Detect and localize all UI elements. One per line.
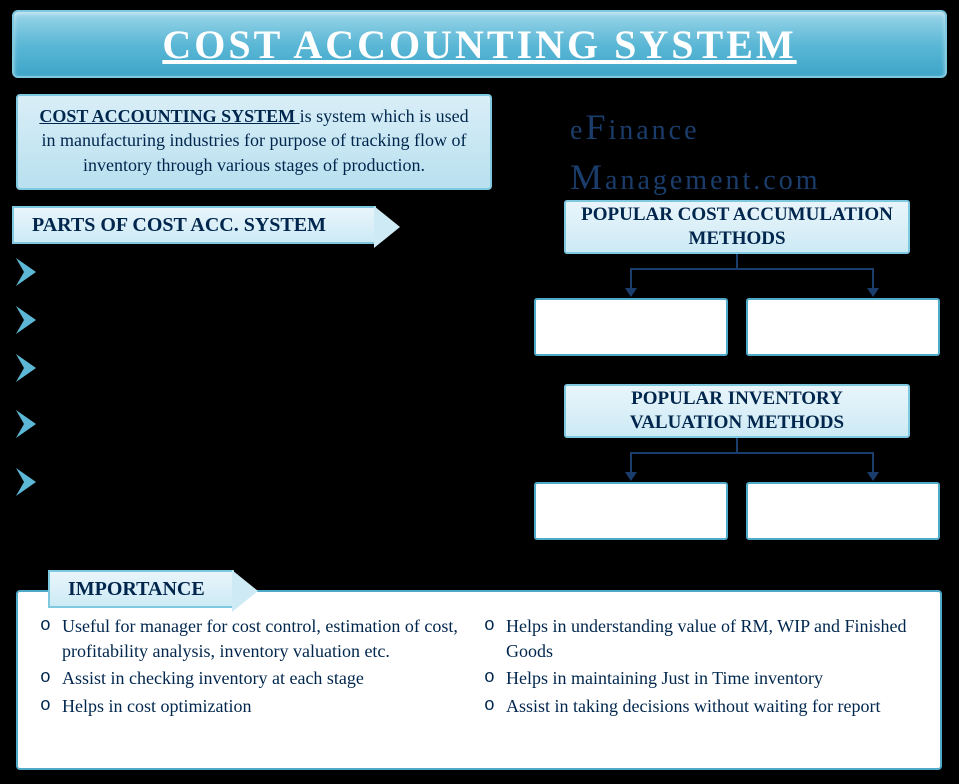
accum-header-text: POPULAR COST ACCUMULATION METHODS <box>576 203 898 251</box>
list-item: Helps in understanding value of RM, WIP … <box>484 614 918 664</box>
chevron-icon <box>16 410 36 438</box>
chevron-icon <box>16 306 36 334</box>
connector-line <box>630 268 874 270</box>
brand-l1-rest: inance <box>608 115 699 146</box>
importance-header: IMPORTANCE <box>48 570 234 608</box>
description-box: COST ACCOUNTING SYSTEM is system which i… <box>16 94 492 190</box>
valuation-header-text: POPULAR INVENTORY VALUATION METHODS <box>576 387 898 435</box>
page-title: COST ACCOUNTING SYSTEM <box>12 10 947 78</box>
description-lead: COST ACCOUNTING SYSTEM <box>39 106 299 126</box>
connector-line <box>736 438 738 452</box>
accum-box-2 <box>746 298 940 356</box>
list-item: Helps in cost optimization <box>40 694 474 719</box>
arrow-down-icon <box>867 288 879 297</box>
arrow-down-icon <box>625 472 637 481</box>
connector-line <box>872 452 874 474</box>
brand-l1-pre: e <box>570 115 585 146</box>
brand-l2-big: M <box>570 157 605 197</box>
brand-l1-big: F <box>585 107 608 147</box>
list-item: Helps in maintaining Just in Time invent… <box>484 666 918 691</box>
importance-header-text: IMPORTANCE <box>68 578 205 601</box>
importance-col2: Helps in understanding value of RM, WIP … <box>484 614 918 758</box>
connector-line <box>630 452 632 474</box>
list-item: Useful for manager for cost control, est… <box>40 614 474 664</box>
importance-col1: Useful for manager for cost control, est… <box>40 614 474 758</box>
parts-header-text: PARTS OF COST ACC. SYSTEM <box>32 214 326 237</box>
title-text: COST ACCOUNTING SYSTEM <box>162 21 796 68</box>
chevron-icon <box>16 468 36 496</box>
connector-line <box>872 268 874 290</box>
list-item: Assist in taking decisions without waiti… <box>484 694 918 719</box>
connector-line <box>630 268 632 290</box>
accum-header: POPULAR COST ACCUMULATION METHODS <box>564 200 910 254</box>
arrow-down-icon <box>625 288 637 297</box>
list-item: Assist in checking inventory at each sta… <box>40 666 474 691</box>
connector-line <box>630 452 874 454</box>
valuation-box-1 <box>534 482 728 540</box>
accum-box-1 <box>534 298 728 356</box>
valuation-header: POPULAR INVENTORY VALUATION METHODS <box>564 384 910 438</box>
chevron-icon <box>16 258 36 286</box>
brand-l2-rest: anagement.com <box>605 165 820 196</box>
connector-line <box>736 254 738 268</box>
valuation-box-2 <box>746 482 940 540</box>
importance-box: Useful for manager for cost control, est… <box>16 590 942 770</box>
parts-header: PARTS OF COST ACC. SYSTEM <box>12 206 376 244</box>
arrow-down-icon <box>867 472 879 481</box>
chevron-icon <box>16 354 36 382</box>
brand-logo: eFinance Management.com <box>570 102 821 203</box>
